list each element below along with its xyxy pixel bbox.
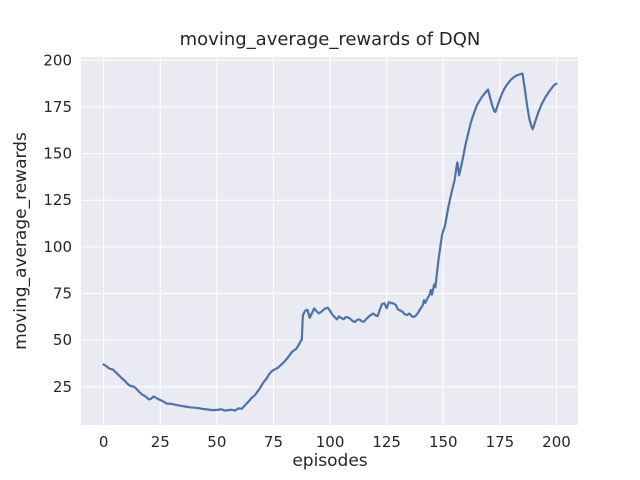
x-tick-label: 50 (207, 433, 226, 451)
chart-title: moving_average_rewards of DQN (180, 29, 481, 50)
x-tick-label: 0 (99, 433, 109, 451)
y-tick-label: 75 (53, 285, 72, 303)
y-axis-label: moving_average_rewards (11, 132, 31, 350)
x-tick-label: 25 (151, 433, 170, 451)
y-tick-label: 200 (43, 51, 72, 69)
y-tick-label: 50 (53, 331, 72, 349)
plot-area (81, 57, 578, 425)
x-tick-labels: 0 25 50 75 100 125 150 175 200 (99, 433, 571, 451)
x-axis-label: episodes (292, 451, 367, 471)
gridlines (81, 57, 578, 425)
y-tick-label: 125 (43, 191, 72, 209)
x-tick-label: 125 (372, 433, 401, 451)
x-tick-label: 175 (486, 433, 515, 451)
y-tick-label: 150 (43, 145, 72, 163)
x-tick-label: 100 (316, 433, 345, 451)
x-tick-label: 150 (429, 433, 458, 451)
x-tick-label: 75 (264, 433, 283, 451)
y-tick-labels: 25 50 75 100 125 150 175 200 (43, 51, 72, 395)
y-tick-label: 175 (43, 98, 72, 116)
y-tick-label: 25 (53, 378, 72, 396)
x-tick-label: 200 (542, 433, 571, 451)
y-tick-label: 100 (43, 238, 72, 256)
dqn-reward-line (102, 72, 558, 412)
